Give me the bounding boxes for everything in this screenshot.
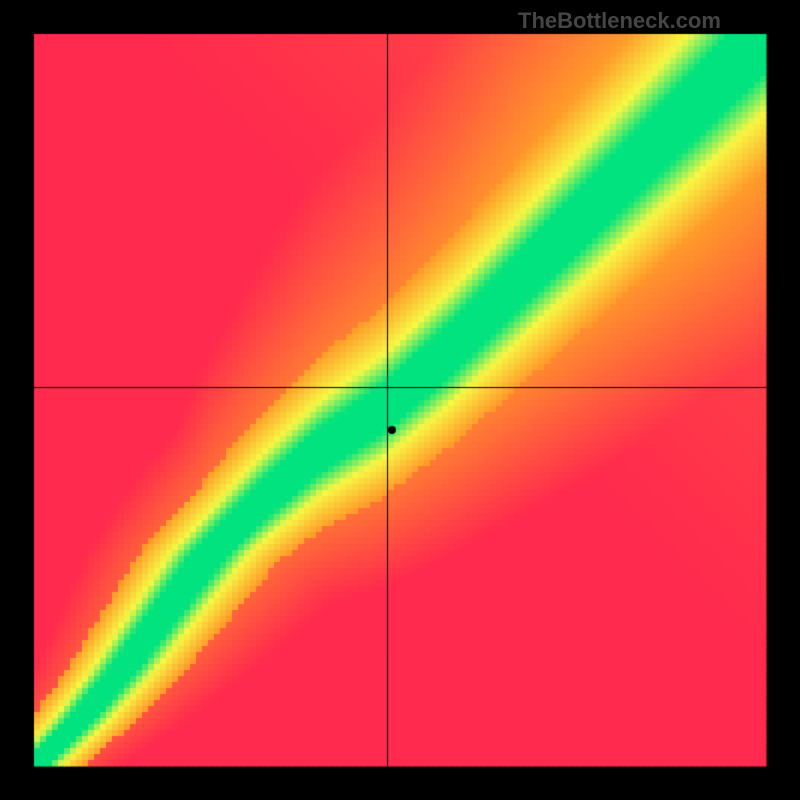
chart-container: TheBottleneck.com <box>0 0 800 800</box>
watermark-label: TheBottleneck.com <box>518 8 721 34</box>
bottleneck-heatmap <box>0 0 800 800</box>
